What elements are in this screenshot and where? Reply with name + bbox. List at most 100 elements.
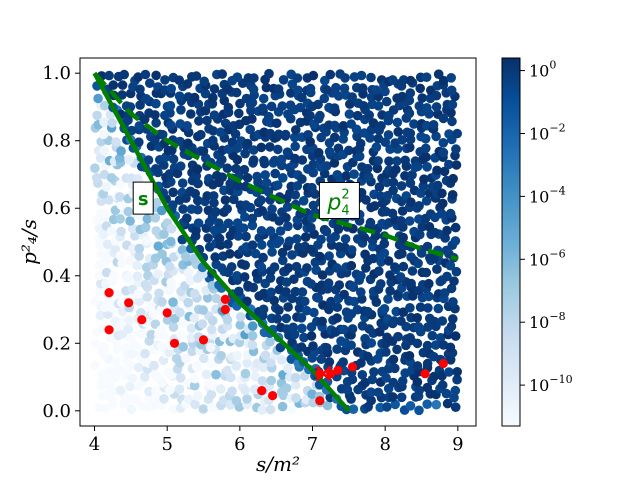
data-point — [397, 248, 407, 259]
data-point — [317, 316, 328, 327]
data-point — [207, 324, 217, 335]
data-point — [306, 222, 316, 233]
data-point — [282, 147, 293, 157]
data-point — [168, 322, 179, 332]
colorbar-ticks: 100 10−2 10−4 10−6 10−8 10−10 — [520, 59, 573, 395]
data-point — [272, 314, 283, 324]
data-point — [396, 392, 407, 403]
data-point — [230, 129, 241, 139]
data-point — [99, 169, 110, 180]
data-point — [334, 280, 345, 290]
data-point — [190, 188, 200, 199]
data-point — [202, 293, 213, 303]
red-point — [137, 315, 147, 325]
data-point — [289, 132, 300, 143]
data-point — [115, 179, 126, 190]
data-point — [405, 401, 416, 411]
red-point — [169, 338, 180, 348]
data-point — [192, 164, 203, 174]
data-point — [412, 377, 423, 387]
data-point — [342, 385, 353, 395]
data-point — [222, 204, 232, 214]
data-point — [307, 182, 317, 193]
data-point — [198, 146, 209, 156]
data-point — [397, 135, 407, 145]
data-point — [168, 404, 179, 415]
data-point — [231, 163, 241, 174]
data-point — [432, 264, 442, 275]
data-point — [223, 239, 233, 249]
data-point — [258, 103, 268, 113]
data-point — [99, 117, 109, 127]
data-point — [211, 207, 221, 217]
data-point — [165, 385, 175, 395]
data-point — [422, 162, 432, 172]
data-point — [404, 108, 415, 119]
data-point — [322, 85, 332, 95]
data-point — [297, 323, 307, 334]
data-point — [225, 249, 235, 259]
data-point — [442, 398, 453, 409]
data-point — [104, 70, 114, 81]
x-axis-label: s/m² — [256, 452, 300, 476]
data-point — [396, 316, 406, 326]
data-point — [392, 156, 402, 166]
data-point — [374, 266, 384, 277]
data-point — [198, 404, 209, 414]
data-point — [297, 92, 307, 103]
data-point — [217, 154, 227, 165]
data-point — [273, 144, 283, 155]
data-point — [371, 85, 382, 95]
data-point — [141, 94, 152, 104]
data-point — [117, 258, 127, 269]
data-point — [216, 350, 226, 361]
data-point — [124, 155, 134, 165]
data-point — [414, 385, 425, 396]
svg-text:4: 4 — [341, 203, 349, 218]
data-point — [283, 302, 293, 312]
data-point — [97, 369, 108, 380]
data-point — [301, 305, 312, 316]
data-point — [208, 126, 218, 136]
data-point — [209, 198, 219, 208]
data-point — [397, 376, 408, 386]
data-point — [433, 303, 444, 314]
data-point — [126, 334, 136, 345]
data-point — [185, 275, 196, 286]
data-point — [368, 118, 379, 128]
data-point — [160, 75, 170, 85]
data-point — [297, 155, 308, 165]
data-point — [383, 294, 393, 304]
data-point — [239, 272, 250, 282]
data-point — [346, 245, 357, 255]
data-point — [149, 360, 159, 371]
data-point — [90, 360, 100, 371]
data-point — [143, 155, 154, 165]
data-point — [388, 354, 399, 365]
data-point — [367, 374, 378, 385]
data-point — [258, 304, 269, 315]
data-point — [346, 119, 357, 129]
data-point — [125, 216, 135, 226]
data-point — [321, 343, 332, 353]
data-point — [190, 399, 200, 410]
data-point — [182, 79, 193, 89]
annotation-p4sq: p 24 — [318, 181, 360, 219]
data-point — [92, 110, 102, 121]
data-point — [226, 262, 237, 272]
data-point — [269, 262, 280, 272]
data-point — [264, 68, 274, 79]
data-point — [193, 391, 203, 402]
data-point — [445, 342, 456, 353]
data-point — [324, 251, 334, 261]
data-point — [322, 161, 332, 171]
data-point — [235, 320, 245, 330]
data-point — [105, 366, 115, 376]
data-point — [266, 375, 277, 386]
data-point — [380, 137, 391, 147]
annotations-layer: s p 24 — [132, 181, 360, 219]
scatter-points-layer — [90, 68, 463, 416]
data-point — [258, 252, 268, 263]
x-tick-label: 9 — [452, 434, 463, 455]
data-point — [440, 288, 450, 298]
